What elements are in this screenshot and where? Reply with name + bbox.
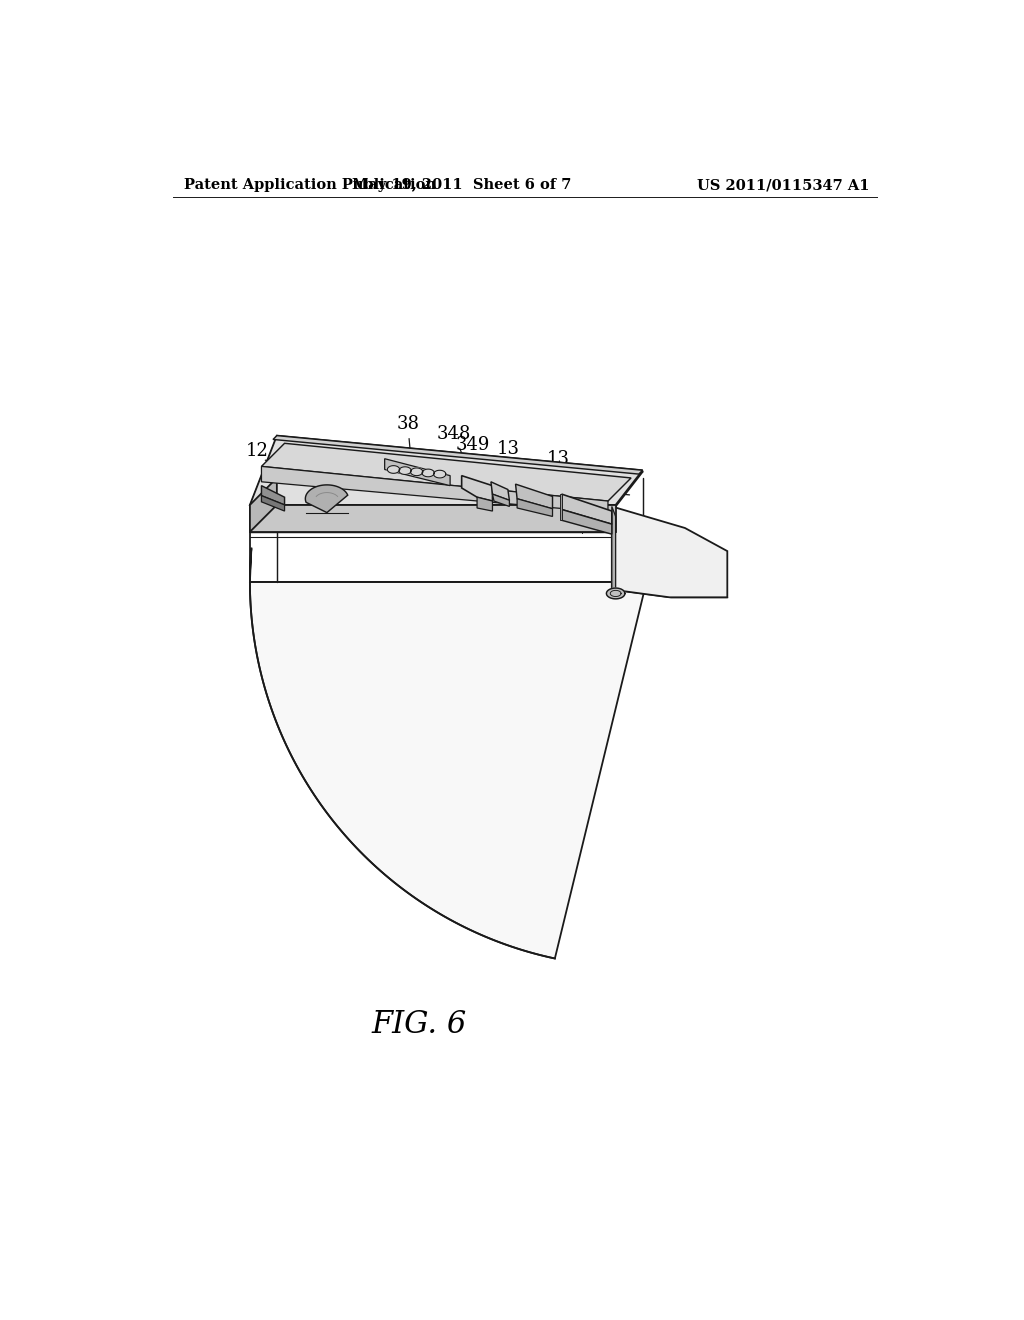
Polygon shape: [562, 510, 611, 535]
Polygon shape: [611, 507, 615, 590]
Polygon shape: [422, 469, 434, 477]
Text: 349: 349: [456, 436, 493, 487]
Polygon shape: [611, 507, 727, 598]
Polygon shape: [493, 494, 509, 507]
Polygon shape: [462, 475, 493, 502]
Polygon shape: [490, 482, 509, 500]
Polygon shape: [250, 548, 646, 958]
Polygon shape: [560, 494, 562, 520]
Text: 13: 13: [497, 441, 526, 490]
Polygon shape: [305, 484, 348, 512]
Polygon shape: [385, 459, 451, 486]
Polygon shape: [261, 444, 631, 502]
Polygon shape: [250, 478, 276, 532]
Text: 12: 12: [246, 442, 272, 494]
Polygon shape: [261, 496, 285, 511]
Polygon shape: [606, 589, 625, 599]
Polygon shape: [433, 470, 445, 478]
Polygon shape: [411, 469, 423, 475]
Polygon shape: [250, 506, 615, 532]
Text: May 19, 2011  Sheet 6 of 7: May 19, 2011 Sheet 6 of 7: [352, 178, 571, 193]
Polygon shape: [562, 494, 611, 524]
Text: 38: 38: [396, 414, 419, 463]
Text: 13: 13: [547, 450, 577, 504]
Polygon shape: [250, 436, 643, 506]
Polygon shape: [261, 486, 285, 506]
Polygon shape: [515, 484, 553, 508]
Text: Patent Application Publication: Patent Application Publication: [184, 178, 436, 193]
Text: 348: 348: [437, 425, 472, 479]
Polygon shape: [387, 466, 399, 474]
Text: US 2011/0115347 A1: US 2011/0115347 A1: [697, 178, 869, 193]
Polygon shape: [261, 466, 608, 512]
Polygon shape: [517, 499, 553, 516]
Polygon shape: [273, 436, 643, 474]
Text: FIG. 6: FIG. 6: [372, 1010, 467, 1040]
Polygon shape: [477, 498, 493, 511]
Polygon shape: [399, 467, 412, 474]
